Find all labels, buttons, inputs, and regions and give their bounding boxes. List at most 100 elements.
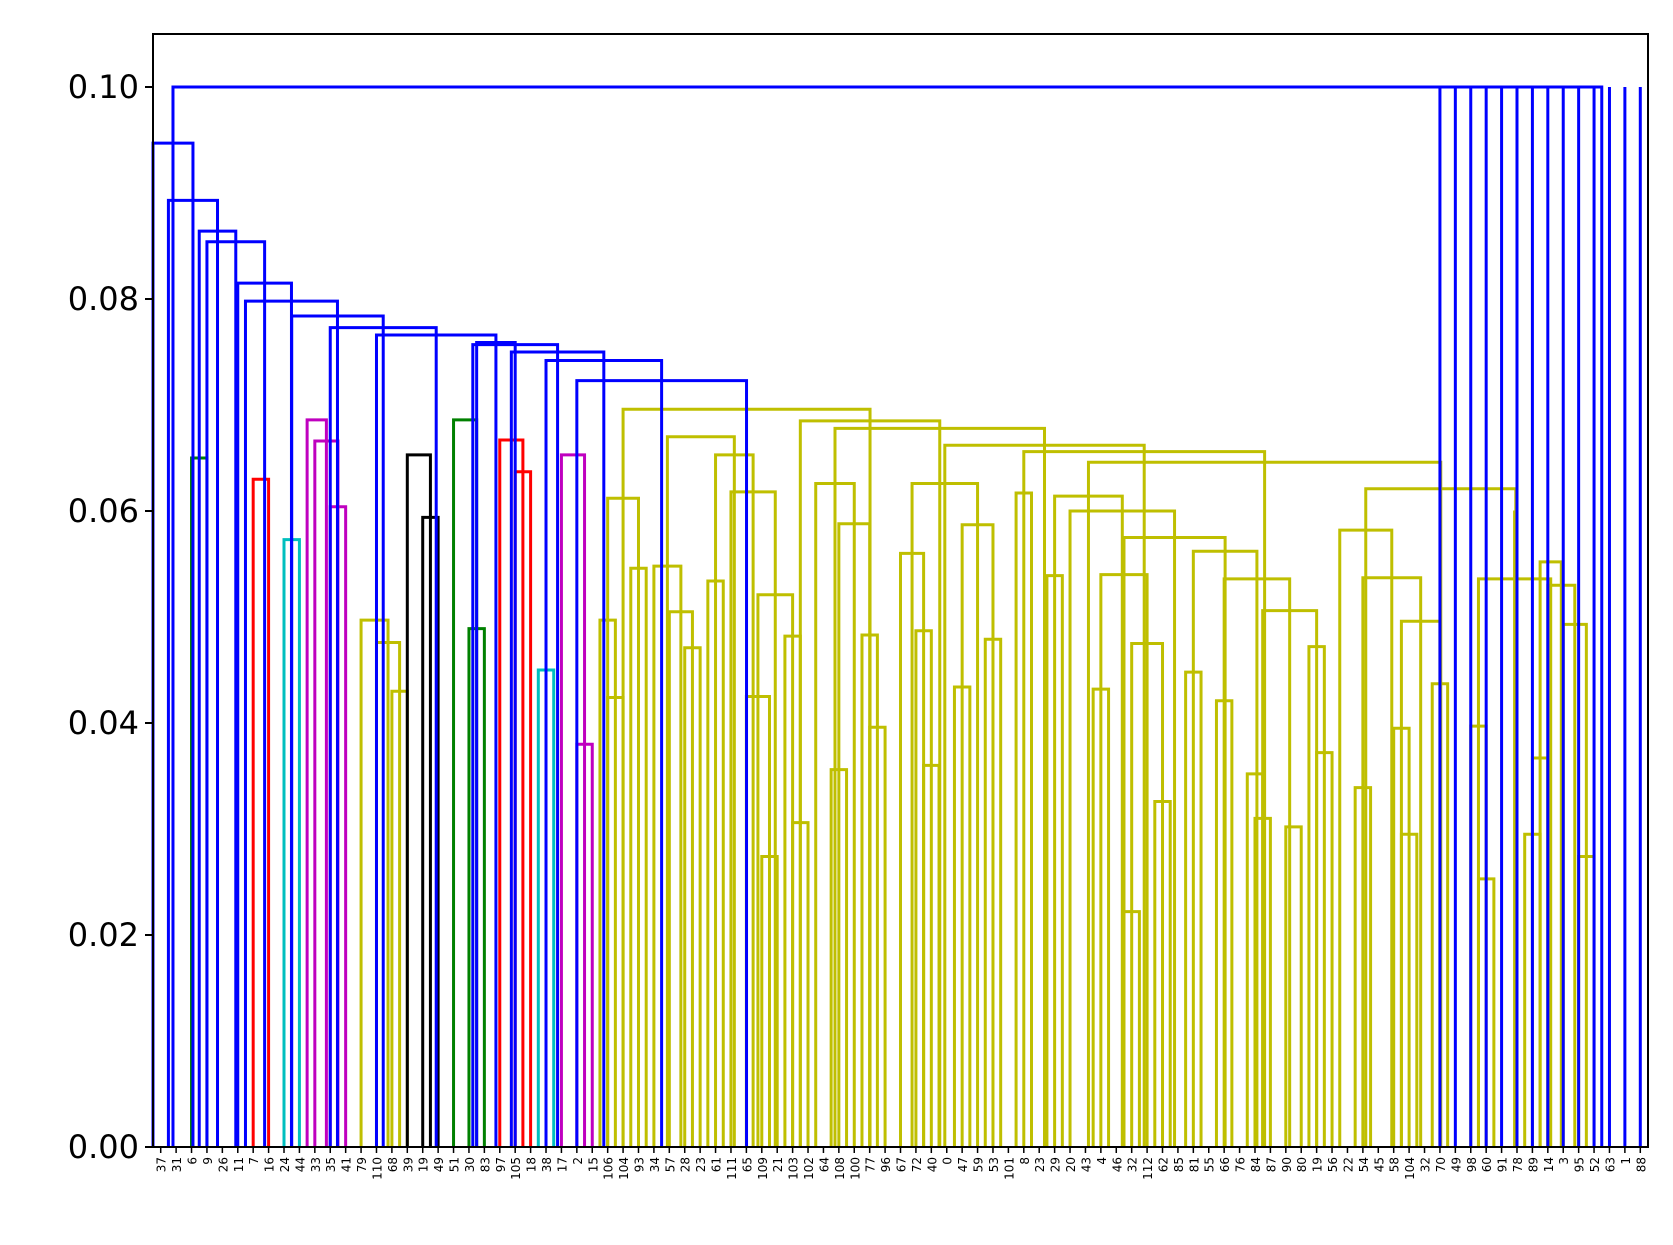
leaf-label: 84	[1249, 1157, 1263, 1172]
leaf-label: 76	[1234, 1157, 1248, 1172]
leaf-label: 49	[1449, 1157, 1463, 1172]
leaf-label: 105	[509, 1157, 523, 1180]
leaf-label: 81	[1187, 1157, 1201, 1172]
leaf-label: 109	[756, 1157, 770, 1180]
leaf-label: 1	[1619, 1157, 1633, 1165]
dendrogram-link	[359, 618, 390, 1147]
leaf-label: 20	[1064, 1157, 1078, 1172]
leaf-label: 32	[1419, 1157, 1433, 1172]
leaf-label: 97	[494, 1157, 508, 1172]
leaf-label: 93	[632, 1157, 646, 1172]
leaf-label: 57	[663, 1157, 677, 1172]
leaf-label: 104	[617, 1157, 631, 1180]
y-tick-label: 0.00	[68, 1128, 139, 1166]
leaf-label: 18	[525, 1157, 539, 1172]
leaf-label: 43	[1079, 1157, 1093, 1172]
leaf-label: 15	[586, 1157, 600, 1172]
leaf-label: 68	[386, 1157, 400, 1172]
leaf-label: 41	[340, 1157, 354, 1172]
leaf-label: 35	[324, 1157, 338, 1172]
leaf-label: 22	[1341, 1157, 1355, 1172]
y-tick-label: 0.06	[68, 492, 139, 530]
leaf-label: 63	[1603, 1157, 1617, 1172]
leaf-label: 111	[725, 1157, 739, 1180]
leaf-label: 95	[1573, 1157, 1587, 1172]
leaf-label: 28	[679, 1157, 693, 1172]
leaf-label: 80	[1295, 1157, 1309, 1172]
leaf-label: 67	[895, 1157, 909, 1172]
leaf-label: 47	[956, 1157, 970, 1172]
leaf-label: 26	[216, 1157, 230, 1172]
leaf-label: 62	[1157, 1157, 1171, 1172]
leaf-label: 49	[432, 1157, 446, 1172]
leaf-label: 110	[370, 1157, 384, 1180]
leaf-label: 100	[848, 1157, 862, 1180]
leaf-label: 19	[1311, 1157, 1325, 1172]
y-tick-label: 0.02	[68, 916, 139, 954]
leaf-label: 0	[941, 1157, 955, 1165]
leaf-label: 89	[1526, 1157, 1540, 1172]
leaf-label: 17	[555, 1157, 569, 1172]
leaf-label: 8	[1018, 1157, 1032, 1165]
leaf-label: 6	[186, 1157, 200, 1165]
leaf-label: 58	[1388, 1157, 1402, 1172]
leaf-label: 101	[1002, 1157, 1016, 1180]
leaf-label: 61	[710, 1157, 724, 1172]
leaf-label: 83	[478, 1157, 492, 1172]
leaf-label: 39	[401, 1157, 415, 1172]
leaf-label: 55	[1203, 1157, 1217, 1172]
leaf-label: 108	[833, 1157, 847, 1180]
leaf-label: 21	[771, 1157, 785, 1172]
leaf-label: 103	[787, 1157, 801, 1180]
y-tick-label: 0.04	[68, 704, 139, 742]
leaf-label: 64	[817, 1157, 831, 1172]
leaf-label: 33	[309, 1157, 323, 1172]
leaf-label: 44	[293, 1157, 307, 1172]
leaf-label: 2	[571, 1157, 585, 1165]
leaf-label: 4	[1095, 1157, 1109, 1165]
y-tick-label: 0.08	[68, 280, 139, 318]
x-axis: 37 31 6 9 26 11 7 16 24 44 33 35 41 79 110 68 39 19 49 51 30…	[155, 1147, 1648, 1180]
leaf-label: 52	[1588, 1157, 1602, 1172]
leaf-label: 24	[278, 1157, 292, 1172]
leaf-label: 7	[247, 1157, 261, 1165]
leaf-label: 70	[1434, 1157, 1448, 1172]
leaf-label: 87	[1264, 1157, 1278, 1172]
leaf-label: 3	[1557, 1157, 1571, 1165]
dendrogram-link	[1284, 825, 1303, 1147]
leaf-label: 90	[1280, 1157, 1294, 1172]
leaf-label: 29	[1049, 1157, 1063, 1172]
leaf-label: 38	[540, 1157, 554, 1172]
leaf-label: 56	[1326, 1157, 1340, 1172]
leaf-label: 98	[1465, 1157, 1479, 1172]
leaf-label: 23	[694, 1157, 708, 1172]
leaf-label: 65	[740, 1157, 754, 1172]
leaf-label: 102	[802, 1157, 816, 1180]
leaf-label: 37	[155, 1157, 169, 1172]
leaf-label: 72	[910, 1157, 924, 1172]
leaf-label: 54	[1357, 1157, 1371, 1172]
leaf-label: 59	[972, 1157, 986, 1172]
leaf-label: 51	[448, 1157, 462, 1172]
dendrogram-link	[665, 435, 736, 1147]
leaf-label: 78	[1511, 1157, 1525, 1172]
leaf-label: 104	[1403, 1157, 1417, 1180]
leaf-label: 31	[170, 1157, 184, 1172]
leaf-label: 16	[263, 1157, 277, 1172]
leaf-label: 91	[1496, 1157, 1510, 1172]
leaf-label: 34	[648, 1157, 662, 1172]
dendrogram-link	[171, 85, 1604, 1147]
y-tick-label: 0.10	[68, 68, 139, 106]
leaf-label: 11	[232, 1157, 246, 1172]
dendrogram-link	[405, 453, 432, 1147]
leaf-label: 53	[987, 1157, 1001, 1172]
leaf-label: 79	[355, 1157, 369, 1172]
links-layer	[151, 85, 1642, 1147]
leaf-label: 96	[879, 1157, 893, 1172]
leaf-label: 30	[463, 1157, 477, 1172]
leaf-label: 46	[1110, 1157, 1124, 1172]
leaf-label: 19	[417, 1157, 431, 1172]
leaf-label: 32	[1126, 1157, 1140, 1172]
